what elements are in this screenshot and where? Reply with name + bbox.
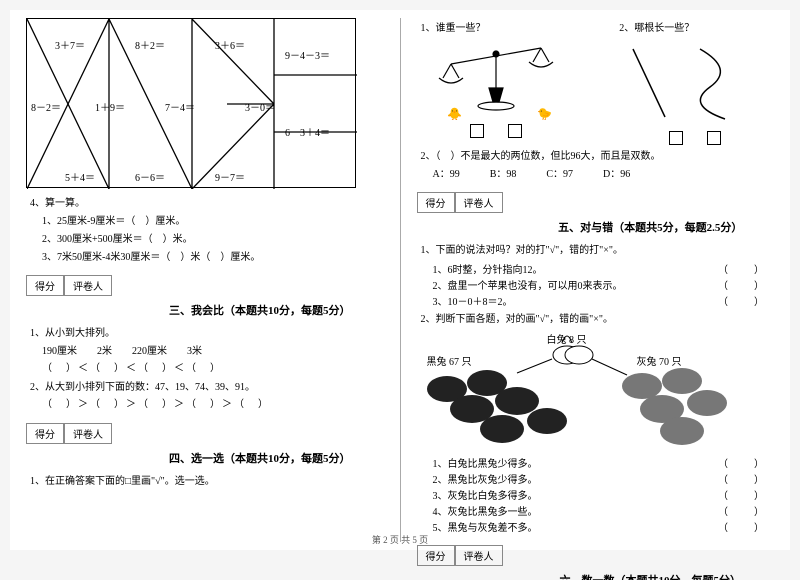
tf: （ ） [718, 471, 766, 487]
tf: （ ） [718, 503, 766, 519]
picture-questions: 1、谁重一些？ 🐥 🐤 [417, 18, 775, 145]
s3q1: 1、从小到大排列。 [30, 326, 384, 341]
answer-boxes [417, 124, 576, 138]
eq: 5＋4＝ [65, 169, 95, 184]
gray-label: 灰兔 70 只 [637, 353, 682, 368]
s3q2a: （ ）＞（ ）＞（ ）＞（ ）＞（ ） [42, 398, 384, 413]
eq: 7－4＝ [165, 99, 195, 114]
eq: 9－7＝ [215, 169, 245, 184]
q4b: 2、300厘米+500厘米＝（ ）米。 [42, 232, 384, 247]
section-3-title: 三、我会比（本题共10分，每题5分） [136, 302, 384, 318]
svg-text:🐥: 🐥 [447, 107, 462, 120]
q-long: 2、哪根长一些？ [619, 21, 774, 36]
balance-scale-icon: 🐥 🐤 [421, 40, 571, 120]
svg-text:🐤: 🐤 [537, 107, 552, 120]
rabbit-shapes [417, 331, 775, 451]
section-4-title: 四、选一选（本题共10分，每题5分） [136, 450, 384, 466]
score-box-3: 得分 评卷人 [26, 275, 384, 296]
s3q1b: （ ）＜（ ）＜（ ）＜（ ） [42, 362, 384, 377]
score-label: 得分 [26, 423, 64, 444]
s5c: 3、10－0＋8＝2。 [433, 293, 513, 309]
s3q1a: 190厘米 2米 220厘米 3米 [42, 344, 384, 359]
eq: 8＋2＝ [135, 37, 165, 52]
eq: 6－3＋4＝ [285, 124, 330, 139]
grader-label: 评卷人 [64, 423, 112, 444]
score-label: 得分 [26, 275, 64, 296]
r3: 3、灰兔比白兔多得多。 [433, 487, 538, 503]
grader-label: 评卷人 [455, 192, 503, 213]
answer-boxes [615, 131, 774, 145]
white-label: 白兔 8 只 [547, 331, 587, 346]
section-5-title: 五、对与错（本题共5分，每题2.5分） [527, 219, 775, 235]
tf: （ ） [718, 455, 766, 471]
tf: （ ） [718, 487, 766, 503]
tf: （ ） [718, 293, 766, 309]
s5a: 1、6时整，分针指向12。 [433, 261, 543, 277]
tf: （ ） [718, 277, 766, 293]
rabbit-figure: 白兔 8 只 黑兔 67 只 灰兔 70 只 [417, 331, 775, 451]
s5q2: 2、判断下面各题，对的画"√"，错的画"×"。 [421, 312, 775, 327]
score-label: 得分 [417, 192, 455, 213]
eq: 3＋7＝ [55, 37, 85, 52]
lines-figure [615, 39, 755, 129]
eq: 3－0＝ [245, 99, 275, 114]
score-label: 得分 [417, 545, 455, 566]
score-box-5: 得分 评卷人 [417, 192, 775, 213]
s3q2: 2、从大到小排列下面的数：47、19、74、39、91。 [30, 380, 384, 395]
s5q1: 1、下面的说法对吗？对的打"√"，错的打"×"。 [421, 243, 775, 258]
s5b: 2、盘里一个苹果也没有，可以用0来表示。 [433, 277, 623, 293]
tangram-figure: 3＋7＝ 8＋2＝ 3＋6＝ 9－4－3＝ 8－2＝ 1＋9＝ 7－4＝ 3－0… [26, 18, 356, 188]
r2: 2、黑兔比灰兔少得多。 [433, 471, 538, 487]
checkbox[interactable] [470, 124, 484, 138]
grader-label: 评卷人 [64, 275, 112, 296]
q4-title: 4、算一算。 [30, 196, 384, 211]
q-heavy: 1、谁重一些？ [421, 21, 576, 36]
grader-label: 评卷人 [455, 545, 503, 566]
eq: 9－4－3＝ [285, 47, 330, 62]
q2-opts: A：99 B：98 C：97 D：96 [433, 167, 775, 182]
page-footer: 第 2 页 共 5 页 [10, 533, 790, 546]
score-box-6: 得分 评卷人 [417, 545, 775, 566]
q2-text: 2、（ ）不是最大的两位数，但比96大，而且是双数。 [421, 149, 775, 164]
checkbox[interactable] [508, 124, 522, 138]
eq: 6－6＝ [135, 169, 165, 184]
right-column: 1、谁重一些？ 🐥 🐤 [401, 18, 791, 542]
r1: 1、白兔比黑兔少得多。 [433, 455, 538, 471]
score-box-4: 得分 评卷人 [26, 423, 384, 444]
q4a: 1、25厘米-9厘米＝（ ）厘米。 [42, 214, 384, 229]
section-6-title: 六、数一数（本题共10分，每题5分） [527, 572, 775, 580]
eq: 3＋6＝ [215, 37, 245, 52]
eq: 8－2＝ [31, 99, 61, 114]
s4q1: 1、在正确答案下面的□里画"√"。选一选。 [30, 474, 384, 489]
r4: 4、灰兔比黑兔多一些。 [433, 503, 538, 519]
tf: （ ） [718, 261, 766, 277]
q4c: 3、7米50厘米-4米30厘米＝（ ）米（ ）厘米。 [42, 250, 384, 265]
checkbox[interactable] [707, 131, 721, 145]
checkbox[interactable] [669, 131, 683, 145]
exam-page: 3＋7＝ 8＋2＝ 3＋6＝ 9－4－3＝ 8－2＝ 1＋9＝ 7－4＝ 3－0… [10, 10, 790, 550]
eq: 1＋9＝ [95, 99, 125, 114]
left-column: 3＋7＝ 8＋2＝ 3＋6＝ 9－4－3＝ 8－2＝ 1＋9＝ 7－4＝ 3－0… [10, 18, 400, 542]
black-label: 黑兔 67 只 [427, 353, 472, 368]
